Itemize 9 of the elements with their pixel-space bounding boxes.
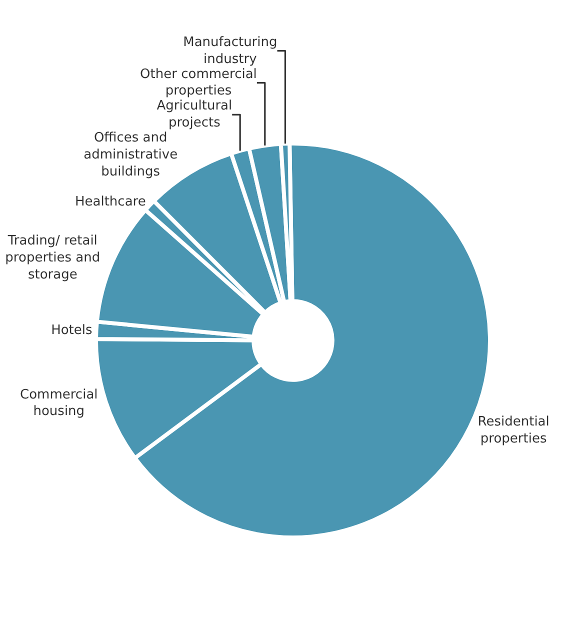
slice-label: Residential properties — [478, 414, 550, 446]
slice-label: Offices and administrative buildings — [84, 130, 178, 180]
slice-label: Trading/ retail properties and storage — [5, 234, 100, 283]
slice-label: Healthcare — [74, 194, 146, 210]
slice-label: Manufacturing industry — [183, 34, 278, 67]
slice-label: Other commercial properties — [140, 66, 257, 99]
slice-label: Commercial housing — [20, 387, 98, 420]
slice-label: Hotels — [51, 322, 93, 338]
slice-label: Agricultural projects — [156, 98, 232, 131]
